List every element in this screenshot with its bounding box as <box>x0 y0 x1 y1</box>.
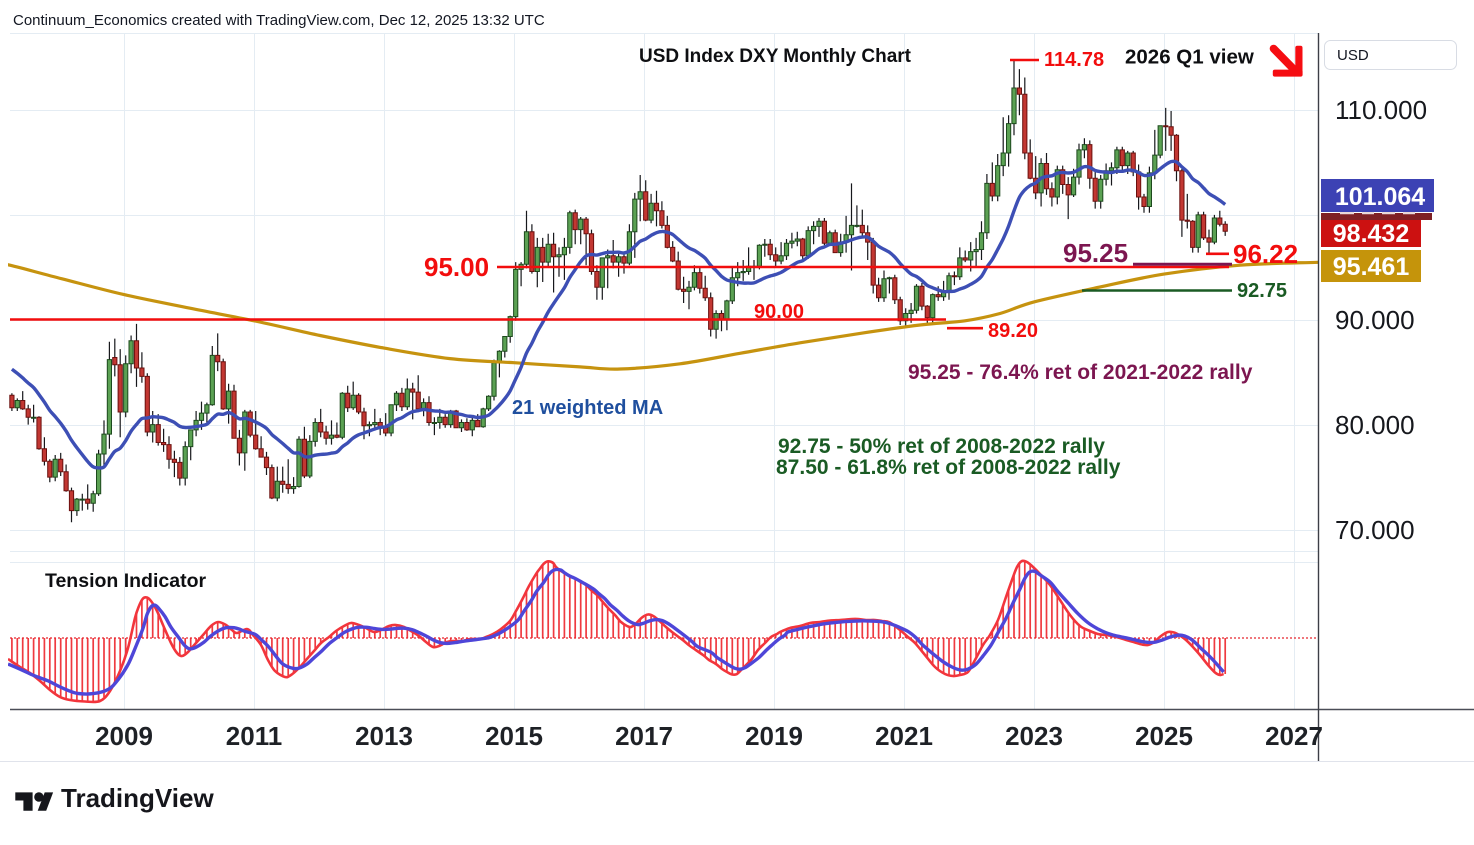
svg-text:USD: USD <box>1337 47 1369 64</box>
svg-text:2027: 2027 <box>1265 721 1323 751</box>
svg-text:96.22: 96.22 <box>1233 239 1298 269</box>
svg-text:Continuum_Economics created wi: Continuum_Economics created with Trading… <box>13 12 545 29</box>
svg-text:2015: 2015 <box>485 721 543 751</box>
svg-text:95.00: 95.00 <box>424 252 489 282</box>
svg-text:89.20: 89.20 <box>988 320 1038 342</box>
svg-text:101.064: 101.064 <box>1335 183 1425 211</box>
svg-text:92.75: 92.75 <box>1237 280 1287 302</box>
svg-text:87.50 - 61.8% ret of 2008-2022: 87.50 - 61.8% ret of 2008-2022 rally <box>776 456 1121 479</box>
svg-text:110.000: 110.000 <box>1335 95 1427 125</box>
svg-text:95.25 - 76.4% ret of 2021-2022: 95.25 - 76.4% ret of 2021-2022 rally <box>908 361 1253 384</box>
svg-text:2025: 2025 <box>1135 721 1193 751</box>
svg-text:2013: 2013 <box>355 721 413 751</box>
svg-text:95.461: 95.461 <box>1333 253 1410 281</box>
svg-text:2026 Q1 view: 2026 Q1 view <box>1125 46 1254 69</box>
svg-text:2023: 2023 <box>1005 721 1063 751</box>
svg-text:90.00: 90.00 <box>754 301 804 323</box>
svg-text:114.78: 114.78 <box>1044 49 1104 71</box>
svg-text:Tension Indicator: Tension Indicator <box>45 570 206 592</box>
svg-text:2019: 2019 <box>745 721 803 751</box>
svg-text:95.25: 95.25 <box>1063 238 1128 268</box>
svg-text:2009: 2009 <box>95 721 153 751</box>
svg-text:70.000: 70.000 <box>1335 515 1415 545</box>
svg-text:92.75 - 50% ret of 2008-2022 r: 92.75 - 50% ret of 2008-2022 rally <box>778 435 1105 458</box>
svg-text:90.000: 90.000 <box>1335 305 1415 335</box>
svg-text:TradingView: TradingView <box>61 783 214 813</box>
svg-text:98.432: 98.432 <box>1333 220 1409 248</box>
svg-text:2021: 2021 <box>875 721 933 751</box>
svg-text:2011: 2011 <box>226 721 282 751</box>
svg-text:USD Index DXY Monthly Chart: USD Index DXY Monthly Chart <box>639 46 912 67</box>
svg-text:80.000: 80.000 <box>1335 410 1415 440</box>
svg-text:2017: 2017 <box>615 721 673 751</box>
svg-text:21 weighted MA: 21 weighted MA <box>512 397 663 419</box>
